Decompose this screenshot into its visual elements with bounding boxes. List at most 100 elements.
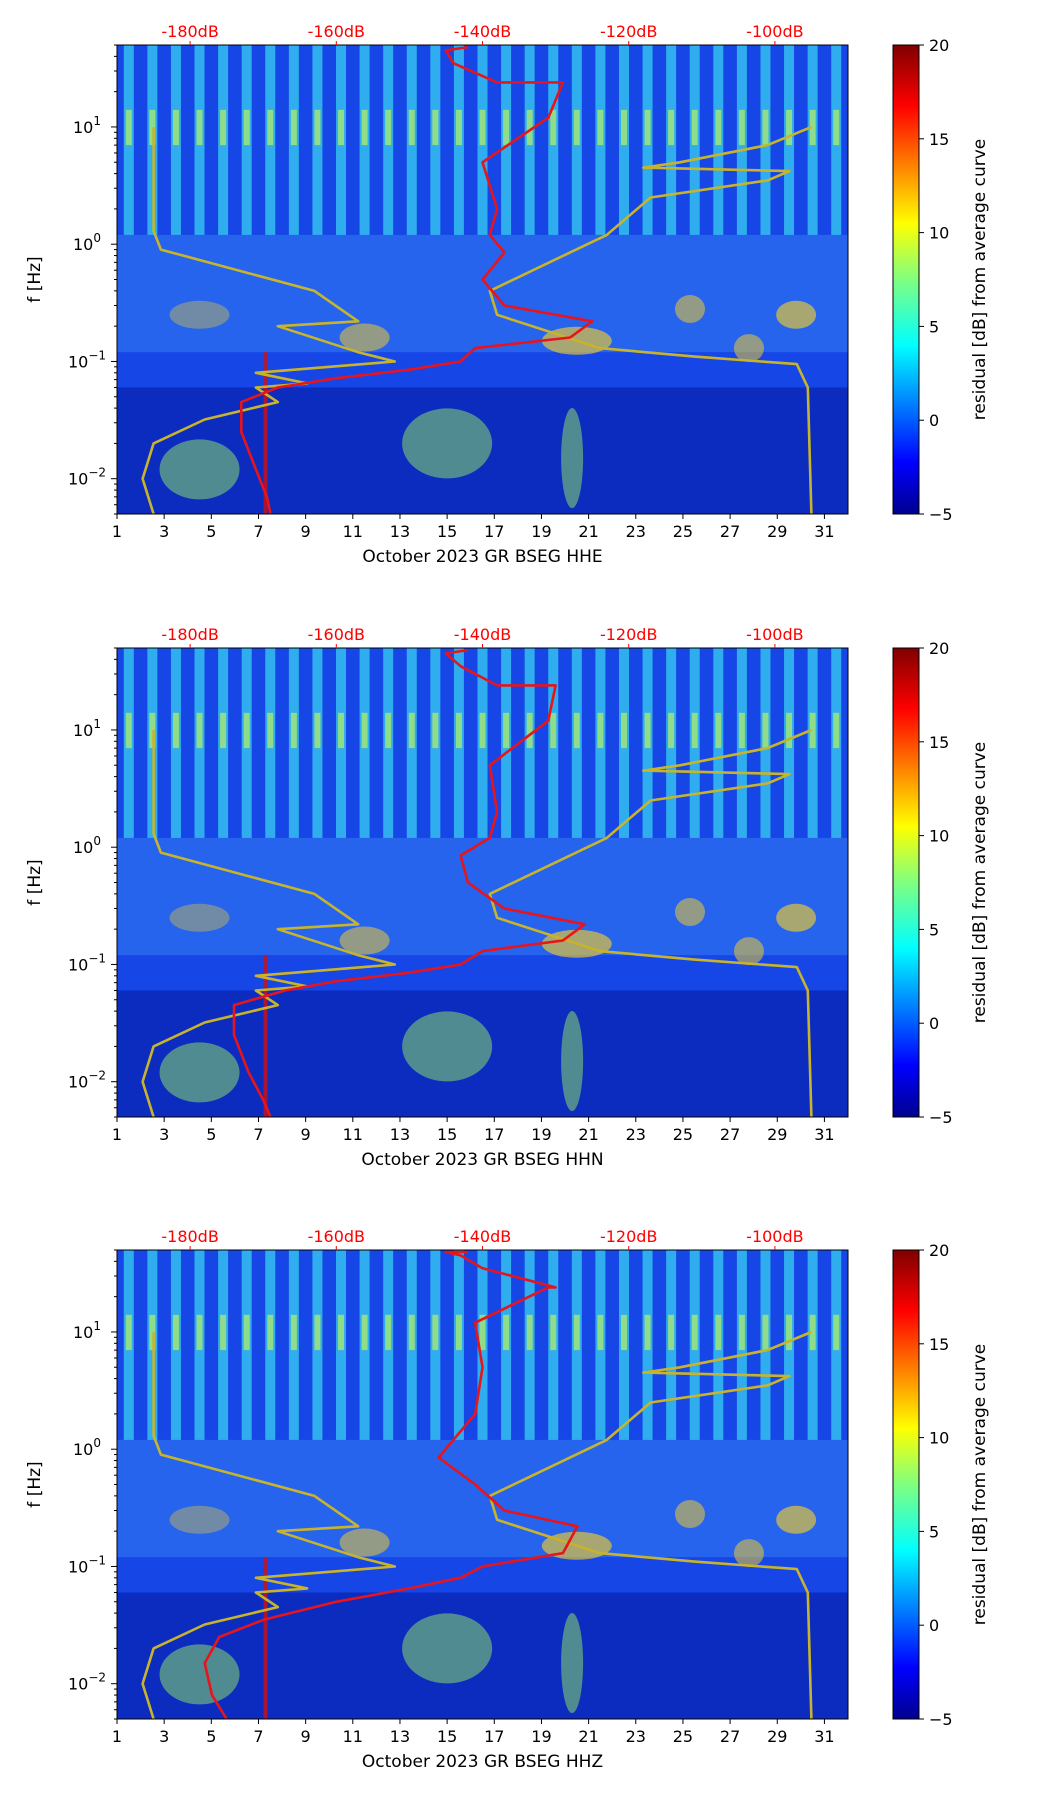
x-tick-label: 23: [626, 522, 646, 541]
x-tick-label: 7: [253, 522, 263, 541]
colorbar-tick-label: 20: [929, 639, 949, 658]
top-tick-label: -180dB: [161, 625, 218, 644]
day-stripe-peak: [172, 109, 179, 146]
day-stripe-peak: [432, 1314, 439, 1351]
x-tick-label: 25: [673, 1727, 693, 1746]
day-stripe-peak: [833, 712, 840, 749]
colorbar-tick-label: 15: [929, 1335, 949, 1354]
x-tick-label: 5: [206, 1125, 216, 1144]
colorbar: [893, 648, 919, 1117]
y-tick-label: 101: [73, 1319, 101, 1342]
day-stripe-peak: [361, 109, 368, 146]
day-stripe-peak: [314, 712, 321, 749]
day-stripe-peak: [196, 109, 203, 146]
top-tick-label: -160dB: [308, 1227, 365, 1246]
low-frequency-patch: [159, 1644, 240, 1705]
day-stripe-peak: [479, 1314, 486, 1351]
x-tick-label: 9: [301, 1727, 311, 1746]
storm-patch: [675, 1500, 706, 1529]
day-stripe-peak: [809, 1314, 816, 1351]
x-tick-label: 11: [343, 1125, 363, 1144]
x-tick-label: 19: [531, 1125, 551, 1144]
storm-patch: [339, 1528, 390, 1557]
day-stripe-peak: [833, 109, 840, 146]
y-tick-label: 100: [73, 231, 101, 254]
psd-mean-curve: [232, 648, 587, 1118]
day-stripe-peak: [220, 712, 227, 749]
panel-2: 1 3 5 7 9 11 13 15 17 19 21 23 25 27 29 31-180dB -160dB -…: [25, 625, 990, 1170]
colorbar-tick-label: 0: [929, 411, 939, 430]
day-stripe-peak: [786, 712, 793, 749]
colorbar: [893, 1250, 919, 1719]
x-tick-label: 25: [673, 522, 693, 541]
day-stripe-peak: [715, 712, 722, 749]
colorbar-tick-label: 5: [929, 920, 939, 939]
day-stripe-peak: [503, 712, 510, 749]
day-stripe-peak: [196, 712, 203, 749]
day-stripe-peak: [220, 1314, 227, 1351]
day-stripe-peak: [526, 712, 533, 749]
day-stripe-peak: [479, 109, 486, 146]
y-tick-label: 10−1: [68, 1553, 106, 1576]
colorbar-tick-label: −5: [929, 1710, 953, 1729]
x-tick-label: 15: [437, 1727, 457, 1746]
day-stripe-peak: [550, 1314, 557, 1351]
x-tick-label: 31: [814, 522, 834, 541]
day-stripe-peak: [408, 109, 415, 146]
colorbar-tick-label: 5: [929, 1522, 939, 1541]
day-stripe-peak: [668, 712, 675, 749]
x-tick-label: 9: [301, 1125, 311, 1144]
x-tick-label: 13: [390, 522, 410, 541]
day-stripe-peak: [738, 712, 745, 749]
nhnm-curve: [488, 125, 813, 515]
top-tick-label: -180dB: [161, 22, 218, 41]
y-tick-label: 10−2: [68, 1069, 106, 1092]
panel-3: 1 3 5 7 9 11 13 15 17 19 21 23 25 27 29 31-180dB -160dB -…: [25, 1227, 990, 1772]
y-tick-label: 101: [73, 114, 101, 137]
day-stripe-peak: [597, 712, 604, 749]
x-tick-label: 9: [301, 522, 311, 541]
day-stripe-peak: [385, 1314, 392, 1351]
day-stripe-peak: [597, 1314, 604, 1351]
day-stripe-peak: [762, 1314, 769, 1351]
y-tick-label: 10−2: [68, 466, 106, 489]
storm-patch: [733, 937, 764, 966]
day-stripe-peak: [786, 1314, 793, 1351]
day-stripe-peak: [196, 1314, 203, 1351]
y-tick-label: 100: [73, 1436, 101, 1459]
x-tick-label: 21: [578, 1727, 598, 1746]
day-stripe-peak: [455, 1314, 462, 1351]
microseism-band: [117, 1439, 848, 1558]
storm-patch: [339, 323, 390, 352]
low-frequency-band: [117, 990, 848, 1117]
y-tick-label: 101: [73, 717, 101, 740]
x-tick-label: 21: [578, 1125, 598, 1144]
day-stripe-peak: [243, 712, 250, 749]
nhnm-curve: [488, 728, 813, 1118]
low-frequency-patch: [402, 1613, 493, 1684]
day-stripe-peak: [267, 1314, 274, 1351]
psd-mean-curve: [203, 1250, 579, 1720]
day-stripe-peak: [125, 109, 132, 146]
day-stripe-peak: [715, 1314, 722, 1351]
colorbar-label: residual [dB] from average curve: [970, 139, 990, 420]
earthquake-streak: [263, 352, 268, 514]
day-stripe-peak: [809, 712, 816, 749]
top-tick-label: -140dB: [454, 625, 511, 644]
y-axis-label: f [Hz]: [25, 859, 45, 905]
colorbar-tick-label: 15: [929, 733, 949, 752]
x-tick-label: 3: [159, 1727, 169, 1746]
colorbar-tick-label: 5: [929, 317, 939, 336]
x-axis-label: October 2023 GR BSEG HHE: [362, 547, 602, 567]
earthquake-streak: [263, 955, 268, 1117]
day-stripe-peak: [385, 712, 392, 749]
day-stripe-peak: [691, 712, 698, 749]
colorbar-frame: [892, 1249, 920, 1720]
day-stripe-peak: [620, 712, 627, 749]
x-tick-label: 13: [390, 1125, 410, 1144]
x-tick-label: 25: [673, 1125, 693, 1144]
x-tick-label: 17: [484, 1727, 504, 1746]
day-stripe-peak: [338, 712, 345, 749]
storm-patch: [776, 300, 817, 329]
top-tick-label: -140dB: [454, 22, 511, 41]
